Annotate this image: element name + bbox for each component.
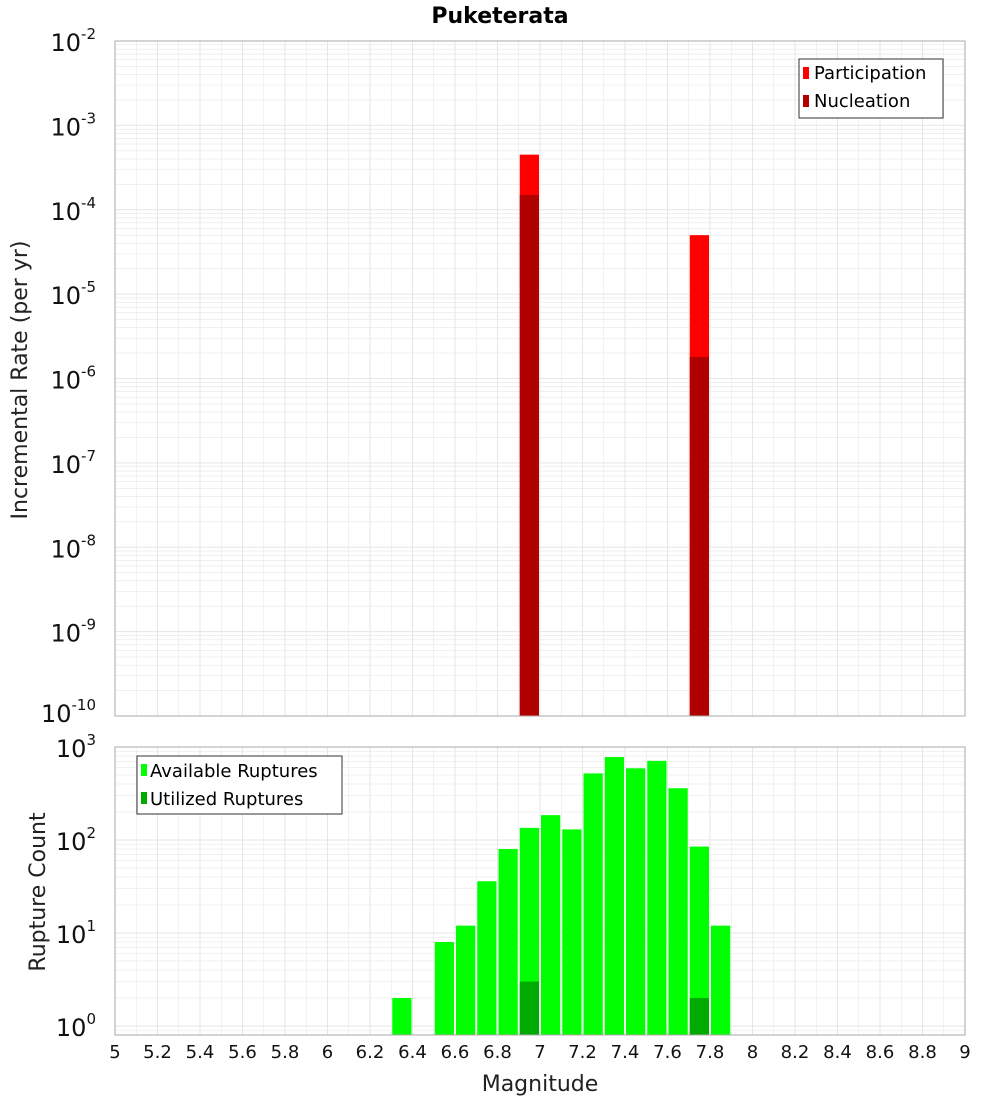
top-y-tick-label: 10-6: [50, 363, 96, 395]
bottom-y-tick-label: 101: [56, 917, 96, 949]
legend-utilized-swatch: [141, 792, 147, 804]
x-tick-label: 9: [959, 1042, 970, 1063]
bottom-y-tick-label: 103: [56, 731, 96, 763]
top-plot-frame: [114, 40, 966, 717]
top-bar-series2: [689, 356, 709, 716]
chart-title: Puketerata: [431, 4, 568, 29]
x-tick-label: 5.8: [271, 1042, 300, 1063]
bottom-bar-series1: [541, 815, 561, 1035]
top-y-tick-label: 10-9: [50, 616, 96, 648]
bottom-y-tick-label: 102: [56, 824, 96, 856]
bottom-bar-series1: [392, 997, 412, 1035]
legend-participation-swatch: [803, 67, 809, 79]
bottom-bars: [392, 757, 731, 1035]
bottom-bar-series1: [477, 881, 497, 1035]
top-y-tick-label: 10-4: [50, 194, 96, 226]
bottom-bar-series2: [689, 997, 709, 1035]
x-tick-label: 5: [109, 1042, 120, 1063]
bottom-bar-series2: [519, 981, 539, 1035]
top-y-tick-label: 10-8: [50, 531, 96, 563]
bottom-bar-series1: [711, 925, 731, 1035]
bottom-y-tick-label: 100: [56, 1010, 96, 1042]
bottom-y-ticks: 103 102 101 100: [56, 731, 96, 1042]
bottom-bar-series1: [626, 768, 646, 1035]
x-tick-label: 6.2: [356, 1042, 385, 1063]
x-ticks: 5 5.2 5.4 5.6 5.8 6 6.2 6.4 6.6 6.8 7 7.2 7.4 7.6 7.8 8…: [109, 1042, 970, 1063]
legend-available-swatch: [141, 764, 147, 776]
x-tick-label: 6.6: [441, 1042, 470, 1063]
x-tick-label: 7.4: [611, 1042, 640, 1063]
bottom-bar-series1: [604, 757, 624, 1035]
bottom-legend: Available Ruptures Utilized Ruptures: [136, 755, 343, 815]
x-tick-label: 7.2: [568, 1042, 597, 1063]
bottom-bar-series1: [498, 849, 518, 1035]
bottom-bar-series1: [562, 829, 582, 1035]
bottom-bar-series1: [456, 925, 476, 1035]
top-y-tick-label: 10-3: [50, 109, 96, 141]
bottom-bar-series1: [434, 942, 454, 1035]
legend-participation-label: Participation: [814, 63, 926, 84]
x-tick-label: 8.6: [866, 1042, 895, 1063]
bottom-bar-series1: [668, 788, 688, 1035]
x-tick-label: 7: [534, 1042, 545, 1063]
top-grid: [114, 41, 966, 717]
top-y-tick-label: 10-7: [50, 447, 96, 479]
top-y-axis-label: Incremental Rate (per yr): [8, 241, 33, 520]
x-tick-label: 5.2: [143, 1042, 172, 1063]
x-tick-label: 6: [322, 1042, 333, 1063]
legend-utilized-label: Utilized Ruptures: [150, 789, 303, 810]
bottom-grid: [114, 747, 966, 1036]
x-tick-label: 7.6: [653, 1042, 682, 1063]
top-y-tick-label: 10-2: [50, 25, 96, 57]
bottom-bar-series1: [583, 773, 603, 1035]
top-bars: [519, 154, 709, 716]
legend-available-label: Available Ruptures: [150, 761, 318, 782]
bottom-plot-frame: [114, 746, 966, 1036]
x-axis-label: Magnitude: [482, 1072, 599, 1097]
x-tick-label: 5.4: [186, 1042, 215, 1063]
legend-nucleation-label: Nucleation: [814, 91, 910, 112]
x-tick-label: 8.8: [908, 1042, 937, 1063]
top-bar-series2: [519, 194, 539, 716]
x-tick-label: 6.4: [398, 1042, 427, 1063]
x-tick-label: 8: [747, 1042, 758, 1063]
top-legend: Participation Nucleation: [798, 58, 944, 119]
x-tick-label: 7.8: [696, 1042, 725, 1063]
x-tick-label: 5.6: [228, 1042, 257, 1063]
x-tick-label: 6.8: [483, 1042, 512, 1063]
top-y-ticks: 10-2 10-3 10-4 10-5 10-6 10-7 10-8 10-9 10-10: [41, 25, 96, 728]
bottom-bar-series1: [647, 760, 667, 1035]
bottom-y-axis-label: Rupture Count: [26, 812, 51, 972]
legend-nucleation-swatch: [803, 95, 809, 107]
top-y-tick-label: 10-5: [50, 278, 96, 310]
x-tick-label: 8.4: [823, 1042, 852, 1063]
top-y-tick-label: 10-10: [41, 696, 96, 728]
x-tick-label: 8.2: [781, 1042, 810, 1063]
bottom-bar-series1: [689, 846, 709, 1035]
